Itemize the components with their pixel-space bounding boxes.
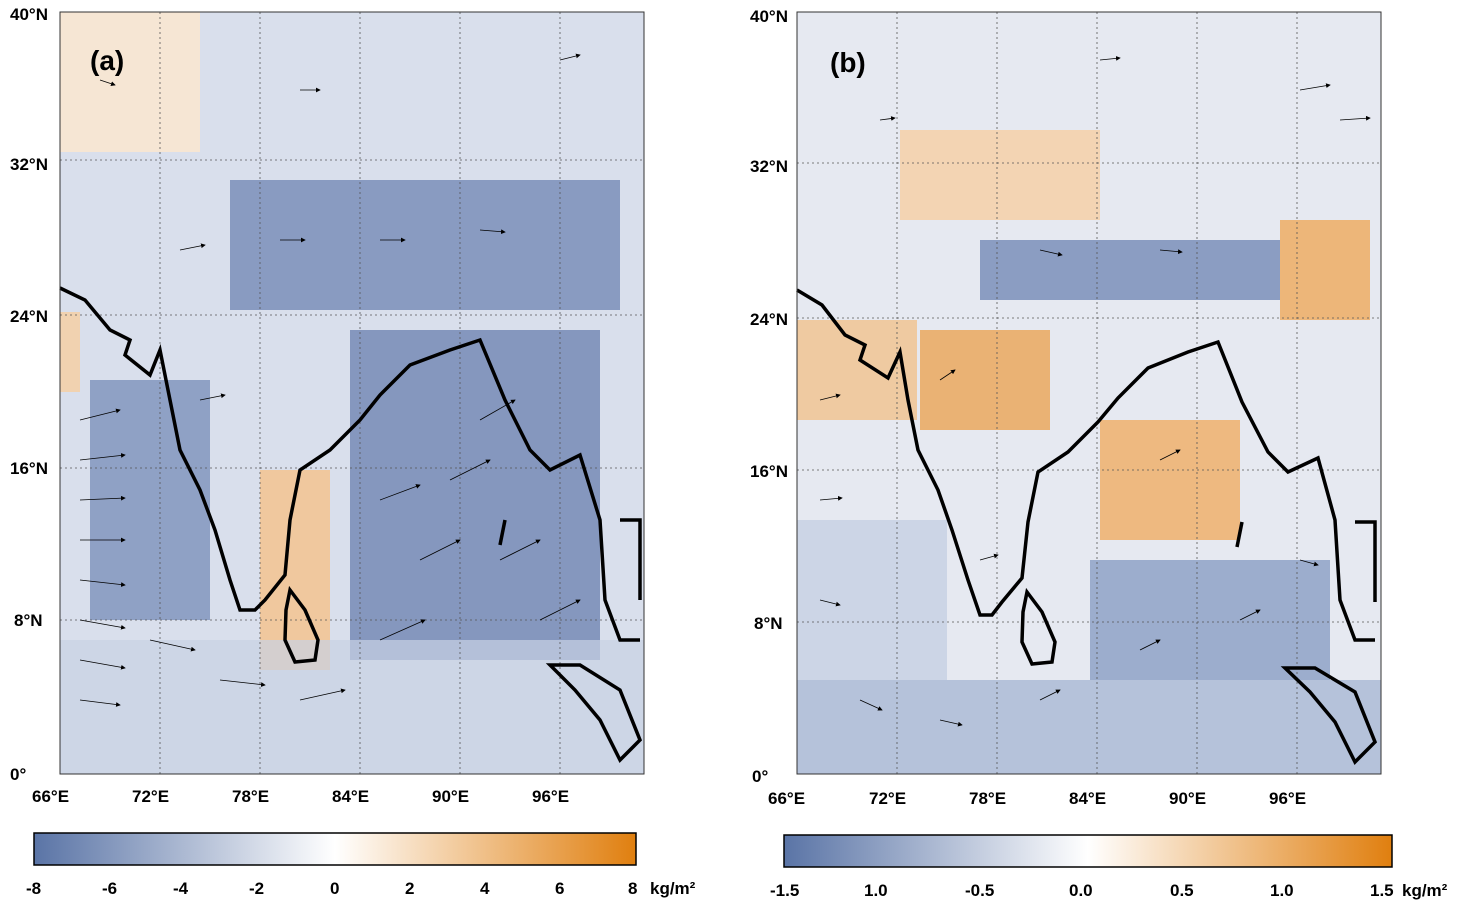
map-frame-b — [796, 11, 1382, 775]
colorbar-a — [33, 832, 637, 866]
lat-label-0: 0° — [752, 767, 768, 786]
panel-label-a: (a) — [90, 45, 124, 76]
colorbar-tick-b: -0.5 — [965, 881, 994, 900]
colorbar-tick-a: -4 — [173, 879, 189, 898]
colorbar-tick-b: -1.5 — [770, 881, 799, 900]
colorbar-unit-a: kg/m² — [650, 879, 696, 898]
colorbar-tick-b: 0.5 — [1170, 881, 1194, 900]
colorbar-tick-b: 1.5 — [1370, 881, 1394, 900]
lat-label-8n: 8°N — [754, 614, 783, 633]
panel-a: (a) 40°N 32°N 24°N 16°N 8°N 0° 66°E 72°E… — [10, 5, 696, 898]
colorbar-tick-a: 8 — [628, 879, 637, 898]
lat-label-24n: 24°N — [10, 307, 48, 326]
colorbar-tick-a: 6 — [555, 879, 564, 898]
anomaly-field-a — [60, 12, 644, 774]
lat-label-0: 0° — [10, 765, 26, 784]
lat-label-24n: 24°N — [750, 310, 788, 329]
lon-label-90e: 90°E — [432, 787, 469, 806]
lon-label-72e: 72°E — [869, 789, 906, 808]
panel-b: (b) 40°N 32°N 24°N 16°N 8°N 0° 66°E 72°E… — [750, 7, 1448, 900]
lat-label-32n: 32°N — [10, 155, 48, 174]
colorbar-tick-a: 4 — [480, 879, 490, 898]
lon-label-84e: 84°E — [332, 787, 369, 806]
coastline-b — [796, 288, 1378, 765]
lat-label-16n: 16°N — [750, 462, 788, 481]
colorbar-tick-a: 2 — [405, 879, 414, 898]
coastline-a — [59, 286, 643, 763]
colorbar-tick-a: -6 — [102, 879, 117, 898]
lon-label-96e: 96°E — [1269, 789, 1306, 808]
lon-label-72e: 72°E — [132, 787, 169, 806]
anomaly-field-b — [797, 12, 1381, 774]
lat-label-16n: 16°N — [10, 459, 48, 478]
lat-label-8n: 8°N — [14, 611, 43, 630]
colorbar-tick-a: -2 — [249, 879, 264, 898]
lon-label-66e: 66°E — [768, 789, 805, 808]
colorbar-b — [783, 834, 1393, 868]
colorbar-tick-a: 0 — [330, 879, 339, 898]
colorbar-tick-b: 1.0 — [1270, 881, 1294, 900]
lon-label-78e: 78°E — [232, 787, 269, 806]
lon-label-66e: 66°E — [32, 787, 69, 806]
colorbar-unit-b: kg/m² — [1402, 881, 1448, 900]
panel-label-b: (b) — [830, 47, 866, 78]
lon-label-84e: 84°E — [1069, 789, 1106, 808]
lon-label-78e: 78°E — [969, 789, 1006, 808]
lat-label-40n: 40°N — [750, 7, 788, 26]
lat-label-40n: 40°N — [10, 5, 48, 24]
lat-lon-grid-a — [60, 12, 644, 774]
lat-lon-grid-b — [797, 12, 1381, 774]
lat-label-32n: 32°N — [750, 157, 788, 176]
colorbar-tick-b: 1.0 — [864, 881, 888, 900]
colorbar-tick-a: -8 — [26, 879, 41, 898]
lon-label-96e: 96°E — [532, 787, 569, 806]
lon-label-90e: 90°E — [1169, 789, 1206, 808]
map-frame-a — [59, 11, 645, 775]
wind-vectors-b — [819, 56, 1371, 727]
colorbar-tick-b: 0.0 — [1069, 881, 1093, 900]
wind-vectors-a — [79, 53, 581, 707]
